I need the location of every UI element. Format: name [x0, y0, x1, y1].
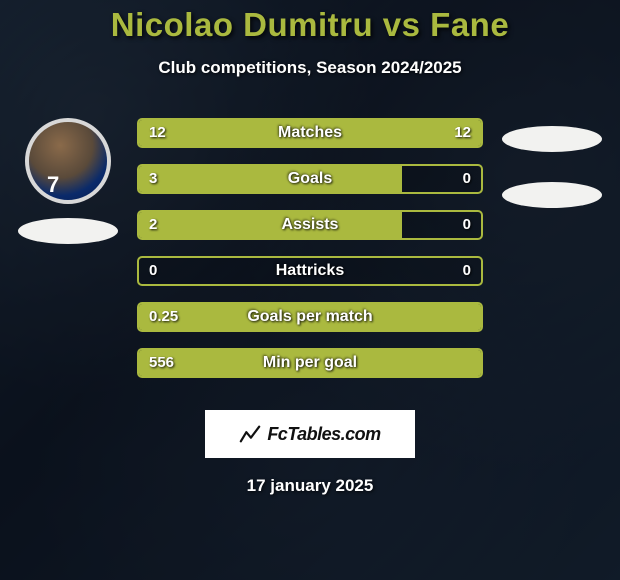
stat-value-right: 0: [463, 166, 471, 192]
player-left-flag-placeholder: [18, 218, 118, 244]
page-title: Nicolao Dumitru vs Fane: [0, 0, 620, 44]
player-right-flag-placeholder: [502, 182, 602, 208]
stat-label: Goals per match: [139, 304, 481, 330]
player-left-column: 7: [9, 118, 127, 244]
fctables-logo-icon: [239, 423, 261, 445]
comparison-block: 7 Matches1212Goals30Assists20Hattricks00…: [0, 118, 620, 394]
logo-text: FcTables.com: [267, 424, 380, 445]
stat-row: Min per goal556: [137, 348, 483, 378]
stat-value-right: 12: [454, 120, 471, 146]
stat-value-right: 0: [463, 258, 471, 284]
stat-value-left: 12: [149, 120, 166, 146]
stat-label: Goals: [139, 166, 481, 192]
player-right-avatar-placeholder: [502, 126, 602, 152]
infographic-content: Nicolao Dumitru vs Fane Club competition…: [0, 0, 620, 580]
date-text: 17 january 2025: [0, 476, 620, 496]
stat-row: Hattricks0 0: [137, 256, 483, 286]
player-left-jersey: 7: [47, 172, 59, 198]
stat-value-left: 3: [149, 166, 157, 192]
stat-value-left: 0.25: [149, 304, 178, 330]
stat-label: Hattricks: [139, 258, 481, 284]
stat-value-left: 2: [149, 212, 157, 238]
stat-row: Matches12 12: [137, 118, 483, 148]
stat-value-left: 0: [149, 258, 157, 284]
page-subtitle: Club competitions, Season 2024/2025: [0, 58, 620, 78]
logo-box: FcTables.com: [205, 410, 415, 458]
stat-row: Goals3 0: [137, 164, 483, 194]
stat-value-left: 556: [149, 350, 174, 376]
stat-label: Matches: [139, 120, 481, 146]
stat-row: Goals per match0.25: [137, 302, 483, 332]
stat-label: Min per goal: [139, 350, 481, 376]
player-left-avatar: 7: [25, 118, 111, 204]
player-right-column: [493, 118, 611, 208]
stats-container: Matches1212Goals30Assists20Hattricks00Go…: [137, 118, 483, 394]
stat-row: Assists2 0: [137, 210, 483, 240]
stat-value-right: 0: [463, 212, 471, 238]
stat-label: Assists: [139, 212, 481, 238]
